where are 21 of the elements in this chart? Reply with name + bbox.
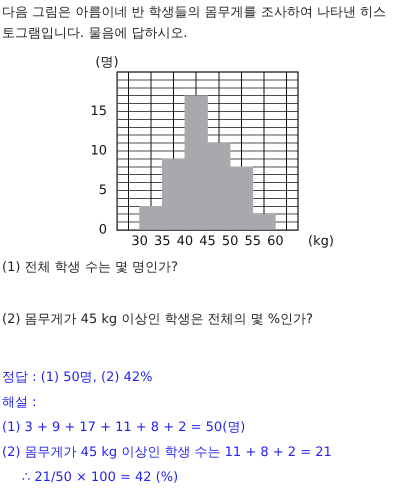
x-tick-label: 55	[244, 234, 262, 250]
x-axis-title: (kg)	[308, 234, 334, 249]
chart-title: 다음 그림은 아름이네 반 학생들의 몸무게를 조사하여 나타낸 히스토그램입니다. 물음에 답하시오.	[2, 4, 388, 43]
y-tick-label: 5	[98, 182, 107, 198]
text: 정답 : (1) 50명, (2) 42%	[2, 369, 152, 386]
text: (2) 몸무게가 45 kg 이상인 학생은 전체의 몇 %인가?	[2, 311, 314, 328]
text: (2) 몸무게가 45 kg 이상인 학생 수는 11 + 8 + 2 = 21	[2, 444, 332, 461]
x-tick-label: 45	[199, 234, 216, 250]
x-tick-label: 35	[154, 234, 171, 250]
x-tick-label: 50	[222, 234, 238, 250]
y-axis-title: (명)	[95, 54, 119, 70]
text: ∴ 21/50 × 100 = 42 (%)	[22, 470, 178, 485]
y-tick-label: 10	[90, 143, 107, 158]
text: 해설 :	[2, 394, 37, 411]
x-tick-label: 30	[131, 234, 148, 250]
x-tick-label: 40	[176, 234, 194, 250]
text: (1) 전체 학생 수는 몇 명인가?	[2, 259, 178, 276]
x-tick-label: 60	[267, 234, 284, 250]
y-tick-label: 15	[90, 104, 107, 119]
text: (1) 3 + 9 + 17 + 11 + 8 + 2 = 50(명)	[2, 419, 246, 436]
y-tick-label: 0	[98, 222, 107, 238]
